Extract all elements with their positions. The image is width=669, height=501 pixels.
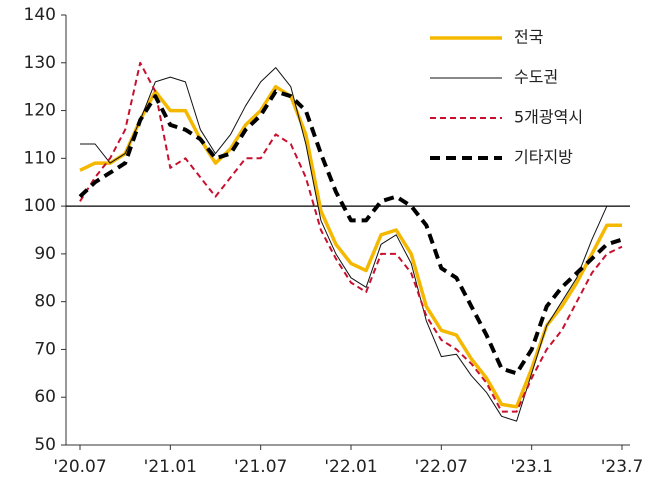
x-tick-label: '21.07: [234, 457, 287, 477]
legend-label: 전국: [514, 28, 543, 47]
y-tick-label: 100: [24, 196, 56, 216]
legend-label: 기타지방: [514, 148, 573, 167]
series-line: [79, 84, 622, 409]
x-tick-label: '20.07: [53, 457, 106, 477]
series-line: [80, 67, 622, 422]
legend-label: 수도권: [514, 68, 558, 87]
y-tick-label: 90: [34, 244, 56, 264]
y-tick-label: 80: [34, 292, 56, 312]
y-tick-label: 60: [34, 387, 56, 407]
series-line: [78, 89, 623, 376]
x-tick-label: '22.01: [324, 457, 377, 477]
x-tick-label: '22.07: [415, 457, 468, 477]
y-tick-label: 110: [24, 148, 56, 168]
x-tick-label: '21.01: [144, 457, 197, 477]
x-tick-label: '23.7: [601, 457, 644, 477]
series-line: [79, 61, 623, 413]
legend-label: 5개광역시: [514, 108, 583, 127]
y-tick-label: 50: [34, 435, 56, 455]
y-tick-label: 70: [34, 339, 56, 359]
y-tick-label: 140: [24, 5, 56, 25]
x-tick-label: '23.1: [510, 457, 553, 477]
y-tick-label: 130: [24, 53, 56, 73]
y-tick-label: 120: [24, 101, 56, 121]
